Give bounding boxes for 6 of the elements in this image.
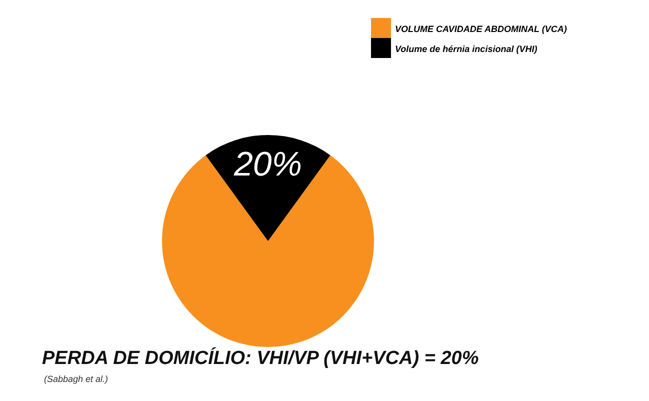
text: PERDA DE DOMICÍLIO: VHI/VP (VHI+VCA) = 20% (42, 348, 479, 370)
legend-label: Volume de hérnia incisional (VHI) (395, 44, 538, 54)
pie-slice (206, 135, 330, 241)
data-label: 20% (232, 146, 302, 184)
text: (Sabbagh et al.) (44, 374, 108, 384)
legend-label: VOLUME CAVIDADE ABDOMINAL (VCA) (395, 24, 567, 34)
